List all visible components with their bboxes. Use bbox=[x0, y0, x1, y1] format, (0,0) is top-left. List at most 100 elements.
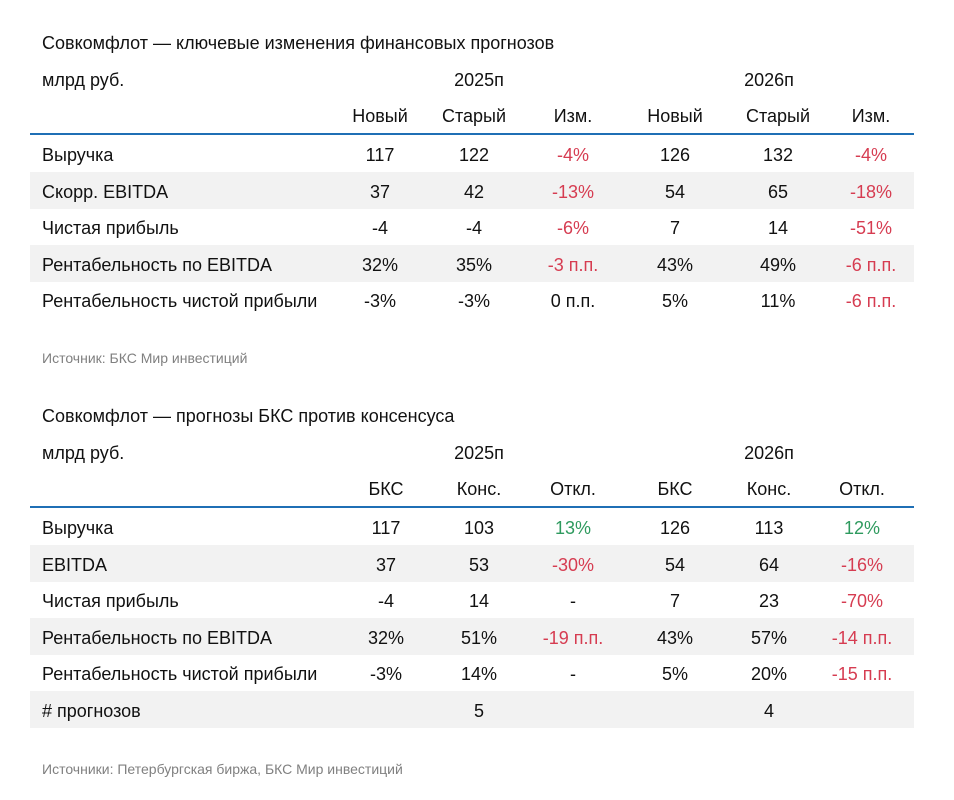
row-shade bbox=[30, 245, 914, 282]
table-cell: -14 п.п. bbox=[831, 628, 893, 648]
table-cell: -13% bbox=[551, 182, 595, 202]
table-cell: -4% bbox=[556, 145, 589, 165]
table-cell: -18% bbox=[849, 182, 893, 202]
year-header: 2025п bbox=[454, 70, 504, 90]
table-cell: -6 п.п. bbox=[845, 255, 897, 275]
table-cell: -70% bbox=[840, 591, 884, 611]
table-cell: 53 bbox=[468, 555, 490, 575]
row-label: Рентабельность по EBITDA bbox=[42, 255, 272, 275]
table-cell: 54 bbox=[664, 182, 686, 202]
table-cell: -4 bbox=[371, 218, 388, 238]
table-cell: 20% bbox=[750, 664, 788, 684]
header-rule bbox=[30, 133, 914, 135]
column-header: Конс. bbox=[456, 479, 502, 499]
table-cell: 5% bbox=[661, 291, 688, 311]
table-cell: 49% bbox=[759, 255, 797, 275]
row-label: Чистая прибыль bbox=[42, 591, 179, 611]
table-cell: 117 bbox=[365, 145, 395, 165]
table-cell: 37 bbox=[369, 182, 391, 202]
row-label: Чистая прибыль bbox=[42, 218, 179, 238]
column-header: Откл. bbox=[550, 479, 596, 499]
row-label: # прогнозов bbox=[42, 701, 141, 721]
table-cell: 7 bbox=[669, 591, 680, 611]
table-cell: 5% bbox=[661, 664, 688, 684]
table-cell: 4 bbox=[763, 701, 774, 721]
table-cell: 32% bbox=[361, 255, 399, 275]
table-cell: 11% bbox=[760, 291, 796, 311]
source-note: Источник: БКС Мир инвестиций bbox=[42, 350, 248, 366]
row-label: Рентабельность по EBITDA bbox=[42, 628, 272, 648]
year-header: 2026п bbox=[744, 443, 794, 463]
table-cell: 12% bbox=[843, 518, 881, 538]
table-cell: 132 bbox=[762, 145, 794, 165]
row-shade bbox=[30, 691, 914, 728]
table-cell: -3 п.п. bbox=[547, 255, 599, 275]
header-rule bbox=[30, 506, 914, 508]
table-cell: -6 п.п. bbox=[845, 291, 897, 311]
column-header: Изм. bbox=[851, 106, 891, 126]
row-label: Скорр. EBITDA bbox=[42, 182, 169, 202]
table-cell: -3% bbox=[363, 291, 396, 311]
table-cell: -4% bbox=[854, 145, 887, 165]
row-label: Рентабельность чистой прибыли bbox=[42, 291, 318, 311]
table-cell: 65 bbox=[767, 182, 789, 202]
table-cell: 32% bbox=[367, 628, 405, 648]
table-cell: 103 bbox=[463, 518, 495, 538]
table-cell: 13% bbox=[554, 518, 592, 538]
table-title: Совкомфлот — прогнозы БКС против консенс… bbox=[42, 406, 455, 426]
table-cell: -19 п.п. bbox=[542, 628, 604, 648]
column-header: БКС bbox=[368, 479, 404, 499]
table-cell: 126 bbox=[659, 145, 691, 165]
column-header: Изм. bbox=[553, 106, 593, 126]
table-cell: 5 bbox=[473, 701, 484, 721]
table-cell: 37 bbox=[375, 555, 397, 575]
row-label: Рентабельность чистой прибыли bbox=[42, 664, 318, 684]
row-label: Выручка bbox=[42, 145, 114, 165]
table-cell: 117 bbox=[371, 518, 401, 538]
column-header: Новый bbox=[647, 106, 703, 126]
table-cell: - bbox=[570, 591, 576, 611]
year-header: 2025п bbox=[454, 443, 504, 463]
table-cell: -4 bbox=[377, 591, 394, 611]
row-shade bbox=[30, 172, 914, 209]
table-cell: -4 bbox=[465, 218, 482, 238]
table-cell: -6% bbox=[556, 218, 589, 238]
row-shade bbox=[30, 618, 914, 655]
table-cell: 14 bbox=[468, 591, 490, 611]
table-cell: -16% bbox=[840, 555, 884, 575]
row-shade bbox=[30, 545, 914, 582]
table-cell: -3% bbox=[369, 664, 402, 684]
row-label: Выручка bbox=[42, 518, 114, 538]
table-cell: 14 bbox=[767, 218, 789, 238]
column-header: Откл. bbox=[839, 479, 885, 499]
table-cell: 42 bbox=[463, 182, 485, 202]
table-cell: 54 bbox=[664, 555, 686, 575]
table-cell: 51% bbox=[460, 628, 498, 648]
table-cell: 43% bbox=[656, 628, 694, 648]
unit-label: млрд руб. bbox=[42, 443, 125, 463]
table-cell: 113 bbox=[754, 518, 784, 538]
table-cell: -51% bbox=[849, 218, 893, 238]
table-cell: -15 п.п. bbox=[831, 664, 893, 684]
table-cell: 14% bbox=[460, 664, 498, 684]
column-header: Старый bbox=[441, 106, 507, 126]
table-cell: 64 bbox=[758, 555, 780, 575]
table-cell: 122 bbox=[458, 145, 490, 165]
table-title: Совкомфлот — ключевые изменения финансов… bbox=[42, 33, 555, 53]
column-header: Новый bbox=[352, 106, 408, 126]
table-cell: 43% bbox=[656, 255, 694, 275]
table-cell: -3% bbox=[457, 291, 490, 311]
column-header: БКС bbox=[657, 479, 693, 499]
table-cell: -30% bbox=[551, 555, 595, 575]
unit-label: млрд руб. bbox=[42, 70, 125, 90]
source-note: Источники: Петербургская биржа, БКС Мир … bbox=[42, 761, 403, 777]
table-cell: - bbox=[570, 664, 576, 684]
year-header: 2026п bbox=[744, 70, 794, 90]
row-label: EBITDA bbox=[42, 555, 108, 575]
table-cell: 7 bbox=[669, 218, 680, 238]
column-header: Конс. bbox=[746, 479, 792, 499]
table-cell: 126 bbox=[659, 518, 691, 538]
column-header: Старый bbox=[745, 106, 811, 126]
table-cell: 23 bbox=[758, 591, 780, 611]
table-cell: 35% bbox=[455, 255, 493, 275]
